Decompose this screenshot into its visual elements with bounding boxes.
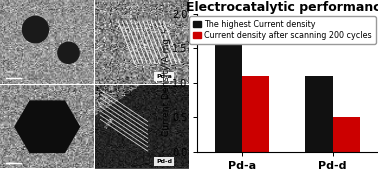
Title: Electrocatalytic performance: Electrocatalytic performance (186, 1, 378, 14)
Bar (333, 117, 360, 152)
Bar (305, 76, 333, 152)
Y-axis label: Current Density/A mg⁻¹: Current Density/A mg⁻¹ (162, 30, 171, 136)
Bar (242, 76, 269, 152)
Bar (215, 40, 242, 152)
Legend: The highest Current density, Current density after scanning 200 cycles: The highest Current density, Current den… (189, 16, 376, 44)
